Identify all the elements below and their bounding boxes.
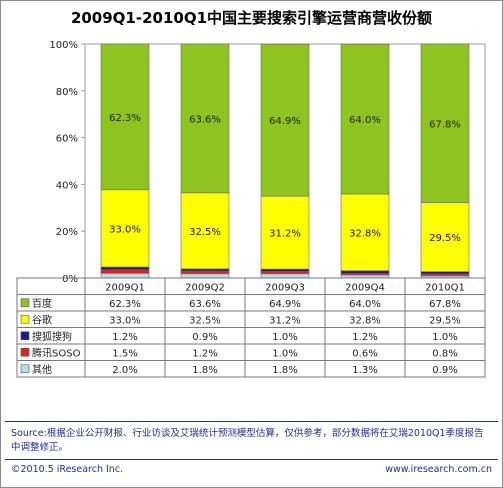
table-value: 64.0% — [349, 299, 381, 310]
legend-label: 搜狐搜狗 — [32, 330, 72, 343]
source-divider — [5, 421, 498, 422]
legend-swatch — [20, 314, 30, 324]
bar-segment — [340, 193, 390, 272]
bar-segment — [260, 195, 310, 270]
bar-segment — [260, 273, 310, 279]
bar-segment — [340, 270, 390, 274]
table-value: 1.2% — [192, 348, 217, 359]
table-value: 2.0% — [112, 365, 137, 376]
bar-segment — [420, 271, 470, 275]
bar-segment — [260, 268, 310, 272]
source-note: Source:根据企业公开财报、行业访谈及艾瑞统计预测模型估算，仅供参考，部分数… — [11, 428, 484, 453]
bar-segment — [420, 43, 470, 203]
bar-segment — [340, 43, 390, 195]
data-label: 62.3% — [109, 113, 141, 124]
bar-segment — [420, 202, 470, 272]
bar-segment — [260, 271, 310, 275]
data-label: 31.2% — [269, 229, 301, 240]
y-tick-label: 40% — [56, 180, 78, 191]
table-value: 1.8% — [272, 365, 297, 376]
table-value: 1.8% — [192, 365, 217, 376]
table-value: 31.2% — [269, 315, 301, 326]
bar-segment — [180, 268, 230, 272]
table-value: 1.2% — [112, 332, 137, 343]
data-label: 32.5% — [189, 227, 221, 238]
bar-segment — [100, 266, 150, 271]
data-label: 67.8% — [429, 119, 461, 130]
table-value: 63.6% — [189, 299, 221, 310]
bar-segment — [100, 269, 150, 274]
table-value: 67.8% — [429, 299, 461, 310]
y-tick-label: 100% — [49, 40, 78, 51]
legend-label: 其他 — [32, 363, 52, 376]
bar-segment — [260, 43, 310, 197]
chart-title: 2009Q1-2010Q1中国主要搜索引擎运营商营收份额 — [70, 9, 433, 27]
stacked-bar-chart: 0% 20% 40% 60% 80% 100% 33.0% 62.3% 32.5% 63.6% 31… — [16, 40, 486, 378]
legend-swatch — [20, 364, 30, 374]
table-value: 64.9% — [269, 299, 301, 310]
table-value: 33.0% — [109, 315, 141, 326]
data-label: 64.9% — [269, 116, 301, 127]
table-value: 29.5% — [429, 315, 461, 326]
data-label: 64.0% — [349, 115, 381, 126]
bar-segment — [180, 43, 230, 194]
x-category-label: 2009Q1 — [105, 282, 145, 293]
x-category-label: 2009Q2 — [185, 282, 225, 293]
table-value: 62.3% — [109, 299, 141, 310]
table-value: 1.2% — [352, 332, 377, 343]
y-tick-label: 0% — [62, 274, 78, 285]
legend-swatch — [20, 331, 30, 341]
footer-divider — [5, 459, 498, 460]
bar-segment — [100, 189, 150, 268]
legend-swatch — [20, 298, 30, 308]
x-category-label: 2009Q4 — [345, 282, 385, 293]
y-tick-label: 80% — [56, 87, 78, 98]
data-label: 33.0% — [109, 224, 141, 235]
legend-label: 腾讯SOSO — [32, 346, 81, 359]
legend-label: 百度 — [32, 297, 52, 310]
website-link[interactable]: www.iresearch.com.cn — [385, 464, 492, 475]
table-value: 1.0% — [432, 332, 457, 343]
bar-segment — [100, 43, 150, 191]
data-label: 29.5% — [429, 233, 461, 244]
bar-segment — [100, 273, 150, 279]
table-value: 32.8% — [349, 315, 381, 326]
bar-segment — [180, 270, 230, 275]
table-value: 32.5% — [189, 315, 221, 326]
table-value: 1.0% — [272, 332, 297, 343]
y-tick-label: 60% — [56, 134, 78, 145]
legend-label: 谷歌 — [32, 313, 52, 326]
table-value: 1.5% — [112, 348, 137, 359]
table-value: 1.3% — [352, 365, 377, 376]
table-value: 0.8% — [432, 348, 457, 359]
y-tick-label: 20% — [56, 227, 78, 238]
table-value: 0.6% — [352, 348, 377, 359]
x-category-label: 2010Q1 — [425, 282, 465, 293]
x-category-label: 2009Q3 — [265, 282, 305, 293]
table-value: 1.0% — [272, 348, 297, 359]
bar-segment — [180, 273, 230, 279]
table-value: 0.9% — [432, 365, 457, 376]
data-label: 32.8% — [349, 228, 381, 239]
data-label: 63.6% — [189, 114, 221, 125]
legend-swatch — [20, 347, 30, 357]
table-value: 0.9% — [192, 332, 217, 343]
copyright-text: ©2010.5 iResearch Inc. — [11, 464, 124, 475]
